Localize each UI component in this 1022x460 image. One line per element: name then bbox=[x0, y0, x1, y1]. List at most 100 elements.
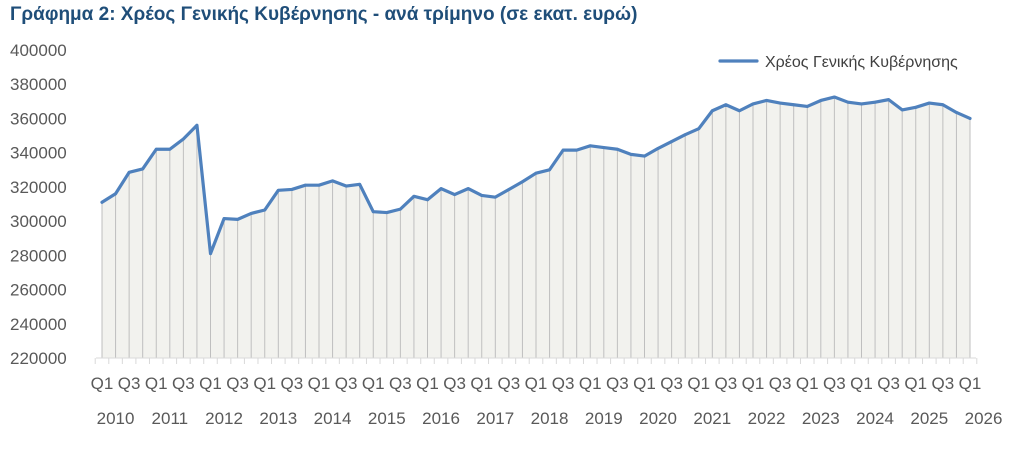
chart-title: Γράφημα 2: Χρέος Γενικής Κυβέρνησης - αν… bbox=[10, 4, 638, 25]
x-year-label: 2017 bbox=[476, 409, 514, 428]
x-year-label: 2021 bbox=[693, 409, 731, 428]
data-point bbox=[832, 95, 836, 99]
x-tick-label: Q3 bbox=[498, 374, 521, 393]
data-point bbox=[385, 211, 389, 214]
data-point bbox=[317, 183, 321, 187]
legend-label: Χρέος Γενικής Κυβέρνησης bbox=[765, 54, 958, 71]
data-point bbox=[643, 154, 646, 158]
data-point bbox=[493, 195, 497, 199]
x-tick-label: Q3 bbox=[443, 374, 466, 393]
data-point bbox=[588, 144, 592, 148]
y-tick-label: 400000 bbox=[10, 41, 67, 60]
x-tick-label: Q3 bbox=[118, 374, 141, 393]
drop-lines-layer bbox=[101, 97, 971, 358]
data-point bbox=[398, 207, 402, 211]
x-tick-label: Q1 bbox=[742, 374, 765, 393]
x-tick-label: Q3 bbox=[172, 374, 195, 393]
data-point bbox=[968, 117, 972, 120]
data-point bbox=[873, 100, 877, 104]
data-point bbox=[127, 170, 131, 174]
y-tick-label: 220000 bbox=[10, 349, 67, 368]
x-tick-label: Q3 bbox=[877, 374, 900, 393]
data-point bbox=[900, 108, 904, 112]
legend: Χρέος Γενικής Κυβέρνησης bbox=[718, 54, 958, 71]
data-point bbox=[738, 109, 741, 113]
x-tick-label: Q1 bbox=[145, 374, 168, 393]
x-year-label: 2026 bbox=[965, 409, 1003, 428]
x-year-label: 2025 bbox=[910, 409, 948, 428]
data-point bbox=[181, 137, 185, 141]
data-point bbox=[100, 200, 104, 204]
data-point bbox=[466, 187, 470, 191]
x-tick-label: Q1 bbox=[416, 374, 439, 393]
data-point bbox=[697, 127, 701, 131]
data-point bbox=[276, 188, 280, 192]
x-year-label: 2012 bbox=[205, 409, 243, 428]
y-tick-label: 320000 bbox=[10, 178, 67, 197]
y-tick-label: 340000 bbox=[10, 144, 67, 163]
data-point bbox=[521, 180, 524, 184]
data-point bbox=[683, 133, 687, 137]
y-tick-label: 380000 bbox=[10, 75, 67, 94]
data-point bbox=[819, 99, 823, 102]
x-tick-label: Q1 bbox=[199, 374, 222, 393]
data-point bbox=[331, 179, 334, 183]
x-tick-label: Q3 bbox=[769, 374, 792, 393]
data-point bbox=[941, 103, 945, 107]
x-year-label: 2011 bbox=[152, 409, 189, 428]
x-tick-label: Q3 bbox=[552, 374, 575, 393]
x-tick-label: Q1 bbox=[253, 374, 276, 393]
x-tick-label: Q3 bbox=[226, 374, 249, 393]
data-point bbox=[222, 217, 226, 220]
x-tick-label: Q1 bbox=[91, 374, 114, 393]
data-point bbox=[765, 99, 768, 102]
data-point bbox=[561, 148, 565, 152]
x-year-label: 2020 bbox=[639, 409, 677, 428]
x-tick-label: Q1 bbox=[959, 374, 982, 393]
data-point bbox=[195, 123, 199, 127]
data-point bbox=[955, 111, 958, 114]
y-tick-label: 360000 bbox=[10, 109, 67, 128]
x-year-label: 2016 bbox=[422, 409, 460, 428]
x-year-label: 2018 bbox=[531, 409, 569, 428]
x-tick-label: Q1 bbox=[579, 374, 602, 393]
data-point bbox=[154, 147, 158, 151]
x-tick-label: Q3 bbox=[606, 374, 629, 393]
x-tick-label: Q1 bbox=[904, 374, 927, 393]
data-point bbox=[575, 148, 579, 152]
x-year-label: 2022 bbox=[748, 409, 786, 428]
data-point bbox=[792, 103, 796, 107]
x-tick-label: Q3 bbox=[335, 374, 358, 393]
data-point bbox=[724, 103, 728, 107]
x-tick-label: Q1 bbox=[850, 374, 873, 393]
data-point bbox=[914, 105, 918, 109]
y-tick-label: 300000 bbox=[10, 212, 67, 231]
data-point bbox=[507, 188, 511, 191]
x-tick-label: Q3 bbox=[932, 374, 955, 393]
data-point bbox=[412, 194, 416, 198]
x-year-label: 2014 bbox=[314, 409, 352, 428]
data-point bbox=[236, 218, 240, 221]
x-tick-label: Q1 bbox=[362, 374, 385, 393]
x-tick-label: Q3 bbox=[660, 374, 683, 393]
data-point bbox=[927, 101, 931, 105]
data-point bbox=[439, 187, 443, 191]
x-year-label: 2023 bbox=[802, 409, 840, 428]
data-point bbox=[534, 171, 538, 175]
data-point bbox=[344, 184, 348, 188]
y-axis-ticks: 220000 240000 260000 280000 300000 320000 3400… bbox=[10, 41, 67, 368]
x-tick-label: Q3 bbox=[823, 374, 846, 393]
data-point bbox=[249, 212, 253, 215]
data-point bbox=[453, 193, 457, 196]
x-tick-label: Q1 bbox=[687, 374, 710, 393]
y-tick-label: 260000 bbox=[10, 281, 67, 300]
data-point bbox=[805, 105, 809, 108]
data-point bbox=[480, 194, 484, 197]
data-point bbox=[209, 252, 212, 256]
data-point bbox=[114, 192, 117, 196]
data-point bbox=[846, 100, 850, 104]
x-axis-layer bbox=[94, 357, 978, 364]
data-point bbox=[263, 208, 267, 212]
x-year-label: 2010 bbox=[97, 409, 135, 428]
